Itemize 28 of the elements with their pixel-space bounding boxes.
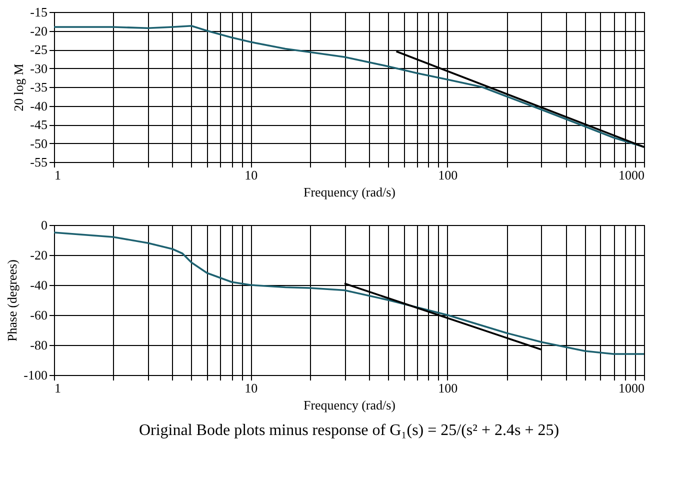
y-axis-title: 20 log M — [11, 63, 26, 112]
x-tick-label: 1000 — [618, 380, 644, 396]
y-tick-label: 0 — [41, 218, 48, 232]
x-tick-label: 100 — [438, 168, 458, 182]
y-tick-label: -60 — [30, 308, 48, 322]
y-tick-label: -55 — [30, 154, 48, 170]
x-tick-label: 100 — [438, 380, 458, 396]
y-tick-label: -35 — [30, 80, 48, 94]
y-tick-label: -15 — [30, 4, 48, 20]
x-tick-label: 10 — [244, 380, 258, 396]
y-tick-label: -25 — [30, 42, 48, 57]
y-axis-title: Phase (degrees) — [4, 260, 20, 342]
y-tick-label: -40 — [30, 98, 48, 114]
x-tick-label: 1000 — [618, 168, 644, 182]
x-tick-label: 1 — [54, 168, 61, 182]
x-tick-label: 10 — [244, 168, 258, 182]
text: Original Bode plots minus response of G₁(s) = 25/(s² + 2.4s + 25) — [138, 422, 560, 439]
x-axis-title: Frequency (rad/s) — [303, 398, 396, 412]
y-tick-label: -80 — [30, 338, 48, 352]
x-tick-label: 1 — [54, 380, 61, 396]
y-tick-label: -50 — [30, 136, 48, 151]
y-tick-label: -20 — [30, 248, 48, 262]
x-axis-title: Frequency (rad/s) — [303, 184, 396, 200]
y-tick-label: -40 — [30, 278, 48, 292]
y-tick-label: -45 — [30, 117, 48, 132]
y-tick-label: -30 — [30, 60, 48, 76]
y-tick-label: -20 — [30, 23, 48, 38]
y-tick-label: -100 — [24, 368, 48, 382]
